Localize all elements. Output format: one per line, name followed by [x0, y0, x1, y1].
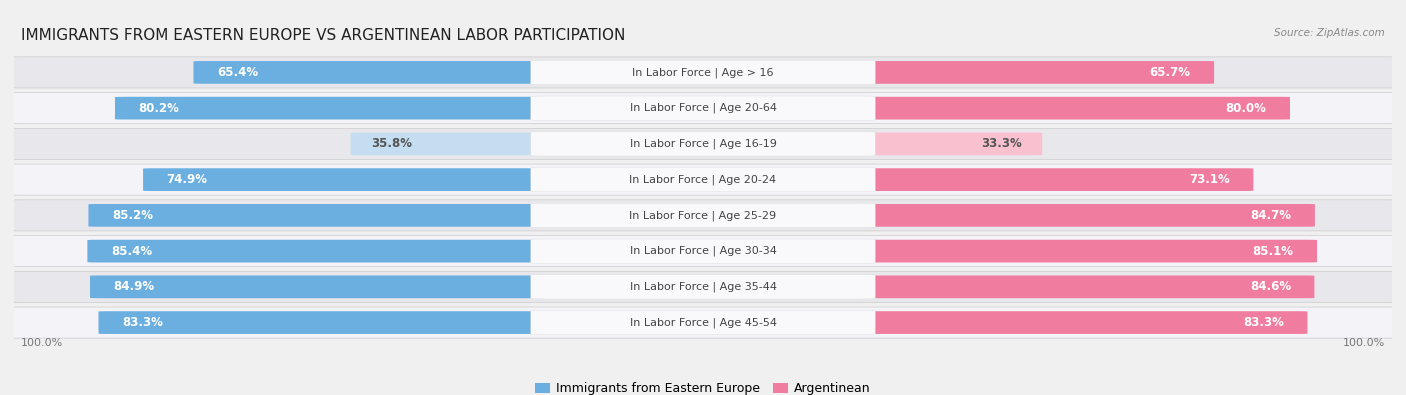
FancyBboxPatch shape: [531, 203, 875, 228]
FancyBboxPatch shape: [531, 275, 875, 299]
Text: In Labor Force | Age 45-54: In Labor Force | Age 45-54: [630, 317, 776, 328]
FancyBboxPatch shape: [350, 133, 555, 155]
FancyBboxPatch shape: [851, 204, 1315, 227]
FancyBboxPatch shape: [531, 167, 875, 192]
FancyBboxPatch shape: [851, 97, 1289, 120]
Text: 80.0%: 80.0%: [1226, 102, 1267, 115]
FancyBboxPatch shape: [531, 239, 875, 263]
Text: 80.2%: 80.2%: [138, 102, 179, 115]
FancyBboxPatch shape: [0, 128, 1406, 160]
FancyBboxPatch shape: [87, 240, 555, 262]
FancyBboxPatch shape: [0, 164, 1406, 195]
Text: In Labor Force | Age 30-34: In Labor Force | Age 30-34: [630, 246, 776, 256]
Text: 35.8%: 35.8%: [371, 137, 412, 150]
Text: 85.2%: 85.2%: [112, 209, 153, 222]
Text: Source: ZipAtlas.com: Source: ZipAtlas.com: [1274, 28, 1385, 38]
FancyBboxPatch shape: [143, 168, 555, 191]
Legend: Immigrants from Eastern Europe, Argentinean: Immigrants from Eastern Europe, Argentin…: [536, 382, 870, 395]
FancyBboxPatch shape: [0, 307, 1406, 338]
Text: 74.9%: 74.9%: [166, 173, 208, 186]
FancyBboxPatch shape: [98, 311, 555, 334]
FancyBboxPatch shape: [0, 200, 1406, 231]
FancyBboxPatch shape: [531, 96, 875, 120]
FancyBboxPatch shape: [851, 240, 1317, 262]
Text: 100.0%: 100.0%: [1343, 338, 1385, 348]
Text: In Labor Force | Age 25-29: In Labor Force | Age 25-29: [630, 210, 776, 221]
FancyBboxPatch shape: [531, 310, 875, 335]
Text: 85.4%: 85.4%: [111, 245, 152, 258]
FancyBboxPatch shape: [89, 204, 555, 227]
FancyBboxPatch shape: [531, 132, 875, 156]
Text: In Labor Force | Age 16-19: In Labor Force | Age 16-19: [630, 139, 776, 149]
FancyBboxPatch shape: [851, 311, 1308, 334]
FancyBboxPatch shape: [0, 92, 1406, 124]
Text: 100.0%: 100.0%: [21, 338, 63, 348]
Text: 84.9%: 84.9%: [114, 280, 155, 293]
Text: 84.7%: 84.7%: [1250, 209, 1292, 222]
FancyBboxPatch shape: [851, 133, 1042, 155]
FancyBboxPatch shape: [0, 57, 1406, 88]
FancyBboxPatch shape: [0, 235, 1406, 267]
Text: IMMIGRANTS FROM EASTERN EUROPE VS ARGENTINEAN LABOR PARTICIPATION: IMMIGRANTS FROM EASTERN EUROPE VS ARGENT…: [21, 28, 626, 43]
FancyBboxPatch shape: [531, 60, 875, 85]
Text: 83.3%: 83.3%: [1243, 316, 1284, 329]
FancyBboxPatch shape: [851, 275, 1315, 298]
FancyBboxPatch shape: [851, 61, 1215, 84]
FancyBboxPatch shape: [115, 97, 555, 120]
FancyBboxPatch shape: [194, 61, 555, 84]
Text: 83.3%: 83.3%: [122, 316, 163, 329]
Text: 33.3%: 33.3%: [981, 137, 1022, 150]
Text: 73.1%: 73.1%: [1189, 173, 1230, 186]
FancyBboxPatch shape: [90, 275, 555, 298]
Text: In Labor Force | Age 20-64: In Labor Force | Age 20-64: [630, 103, 776, 113]
Text: 85.1%: 85.1%: [1253, 245, 1294, 258]
Text: In Labor Force | Age 35-44: In Labor Force | Age 35-44: [630, 282, 776, 292]
Text: 65.4%: 65.4%: [217, 66, 259, 79]
Text: In Labor Force | Age 20-24: In Labor Force | Age 20-24: [630, 174, 776, 185]
Text: 84.6%: 84.6%: [1250, 280, 1291, 293]
Text: 65.7%: 65.7%: [1150, 66, 1191, 79]
FancyBboxPatch shape: [0, 271, 1406, 303]
Text: In Labor Force | Age > 16: In Labor Force | Age > 16: [633, 67, 773, 78]
FancyBboxPatch shape: [851, 168, 1253, 191]
